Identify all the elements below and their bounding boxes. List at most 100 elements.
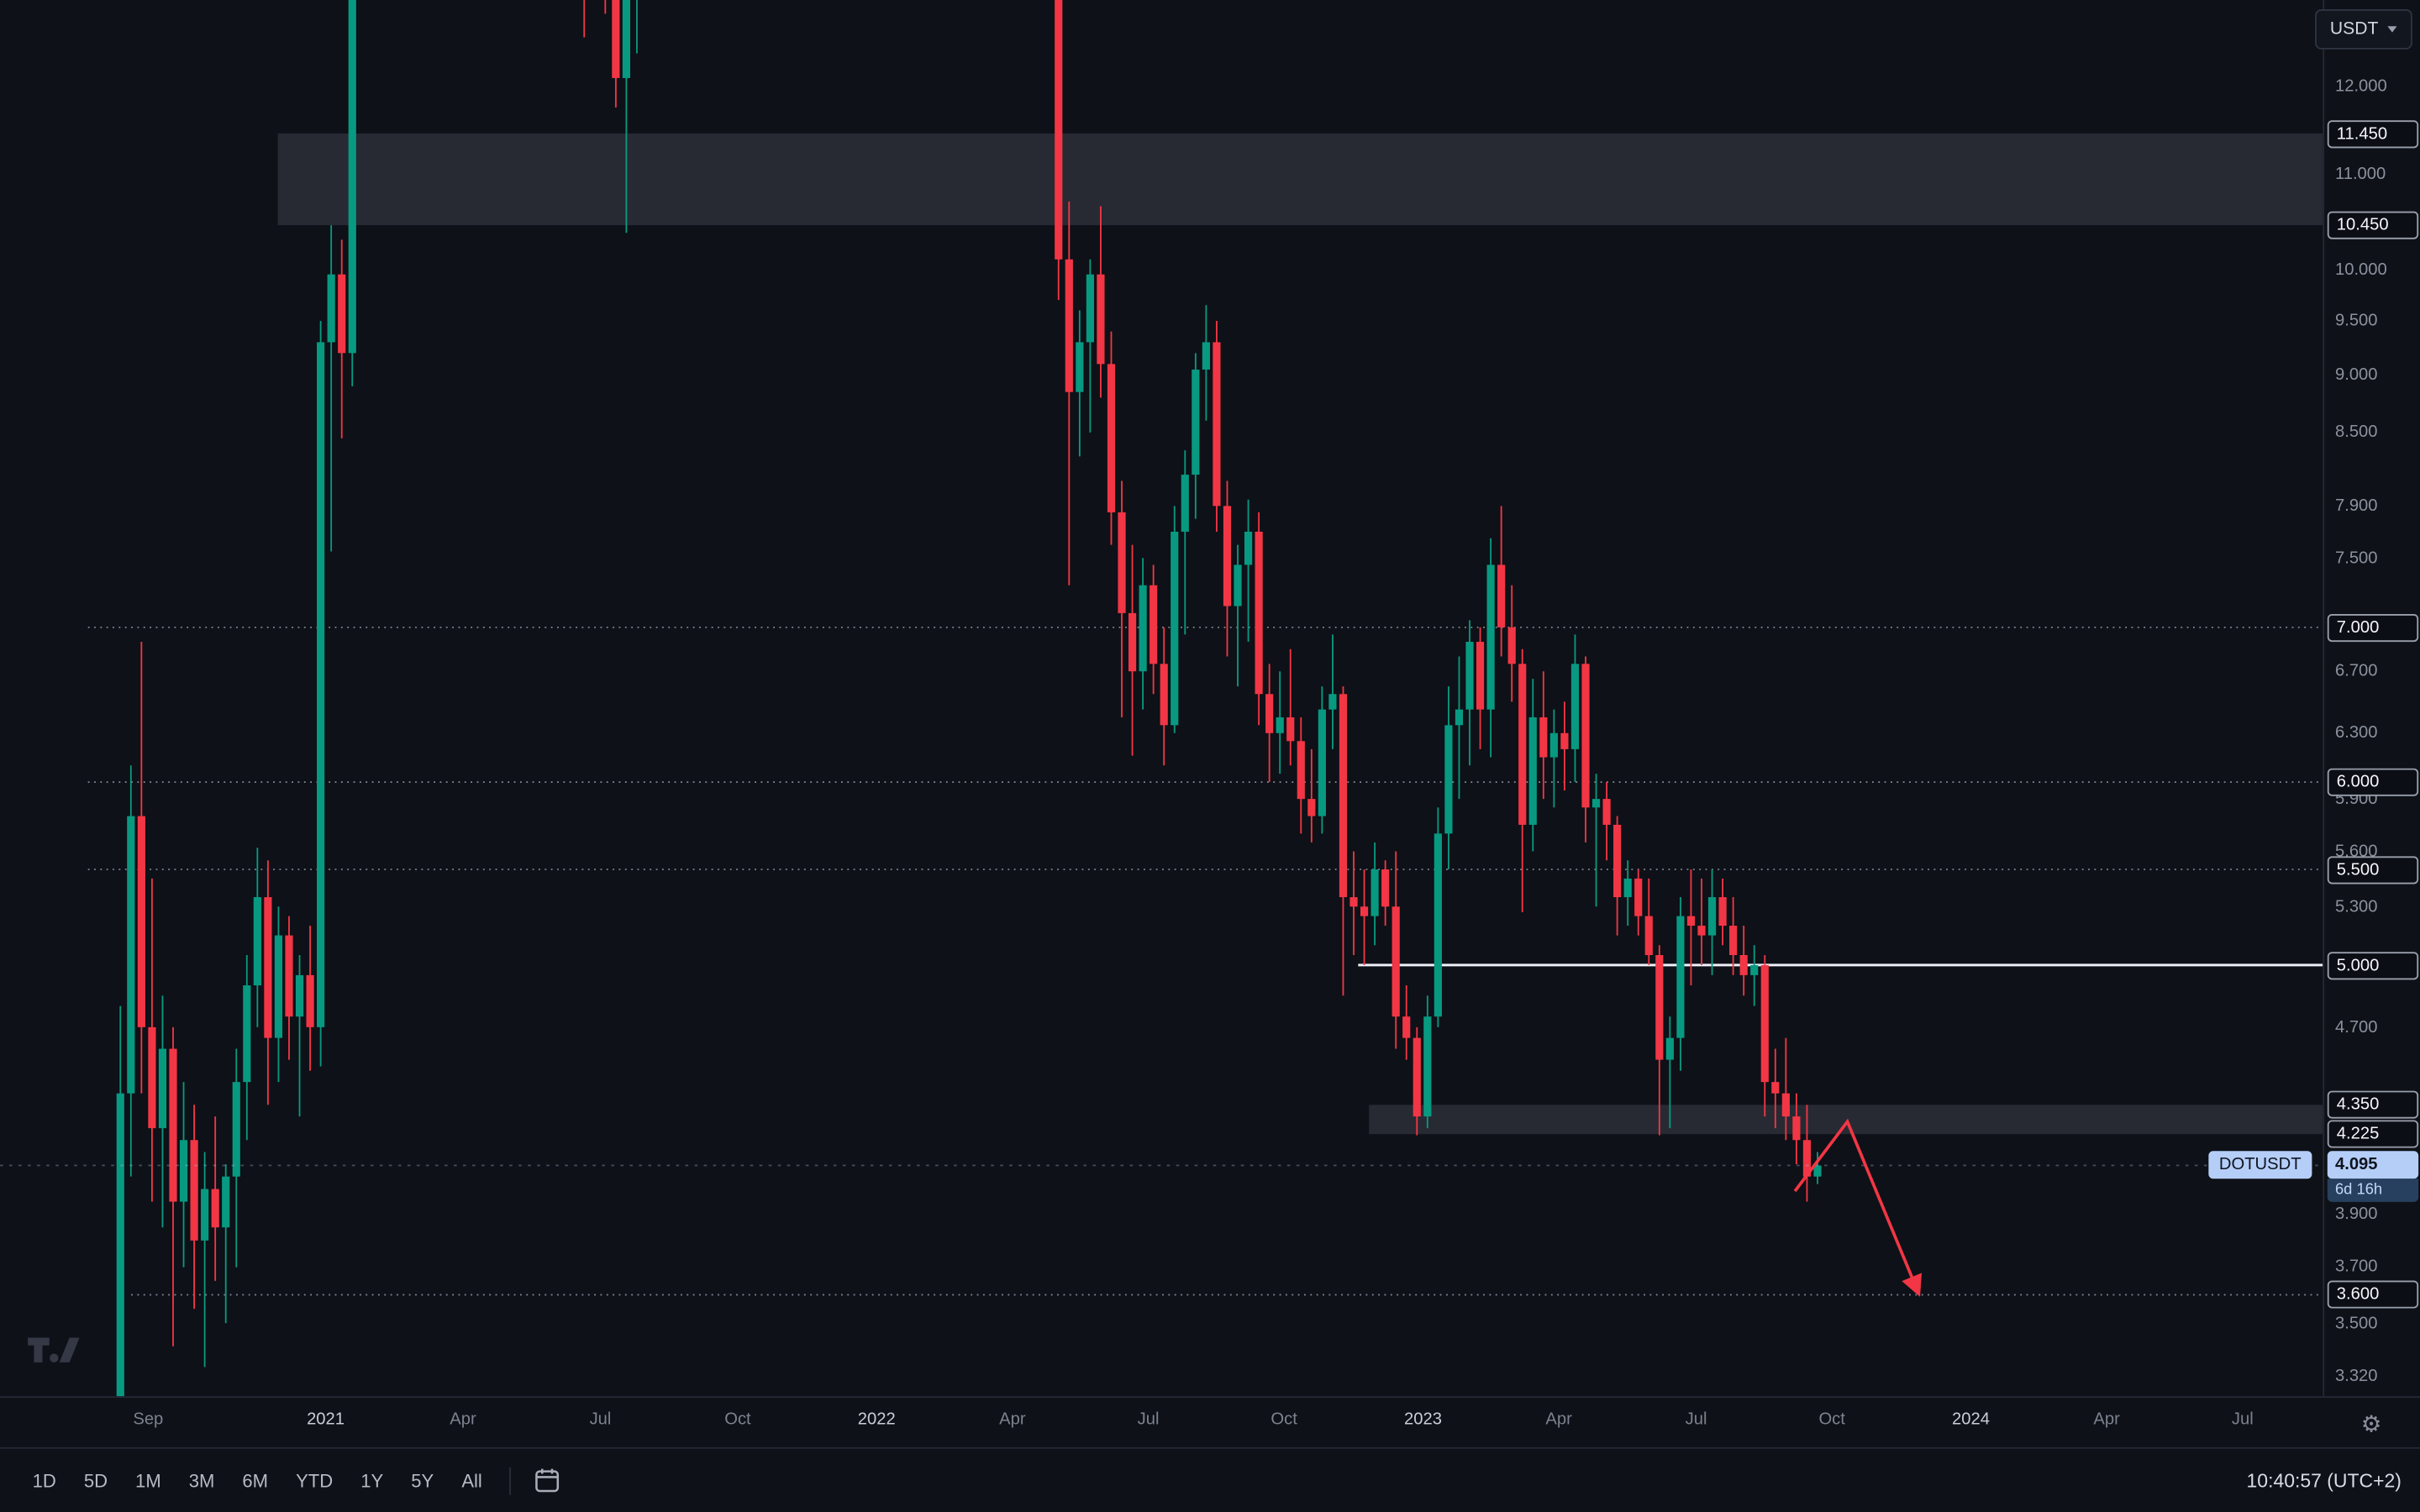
price-level-axis-label: 5.000 [2327, 951, 2419, 979]
range-button-ytd[interactable]: YTD [296, 1469, 334, 1492]
candle-body [1655, 955, 1664, 1060]
tradingview-logo[interactable] [28, 1333, 80, 1375]
range-button-1m[interactable]: 1M [135, 1469, 161, 1492]
price-tick-label: 7.900 [2334, 496, 2378, 516]
candle-body [1792, 1116, 1801, 1141]
candle-body [1255, 531, 1263, 695]
time-axis[interactable]: Sep 2021 Apr Jul Oct 2022 Apr Jul Oct 2023 Apr Jul O… [0, 1398, 2323, 1449]
price-tick-label: 3.900 [2334, 1205, 2378, 1224]
candle-body [1307, 799, 1316, 816]
time-tick-month: Oct [1270, 1410, 1297, 1429]
candle-body [1507, 627, 1516, 664]
candle-body [295, 974, 304, 1017]
candle-body [253, 897, 261, 986]
range-button-6m[interactable]: 6M [242, 1469, 269, 1492]
settings-gear-icon[interactable]: ⚙ [2360, 1410, 2382, 1437]
go-to-date-icon[interactable] [525, 1464, 570, 1497]
supply-demand-zone [277, 133, 2323, 226]
candle-body [1644, 916, 1653, 956]
candle-body [1528, 717, 1537, 825]
candle-body [1549, 732, 1558, 758]
candle-body [1539, 717, 1548, 758]
candle-body [317, 342, 325, 1027]
range-button-5d[interactable]: 5D [83, 1469, 108, 1492]
candle-body [1192, 369, 1200, 475]
candle-body [1781, 1093, 1790, 1117]
currency-toggle-label: USDT [2329, 19, 2379, 39]
price-tick-label: 4.700 [2334, 1017, 2378, 1037]
range-button-1d[interactable]: 1D [32, 1469, 56, 1492]
range-button-all[interactable]: All [461, 1469, 482, 1492]
toolbar-divider [509, 1466, 512, 1494]
candle-body [1434, 833, 1442, 1017]
candle-body [264, 897, 272, 1038]
candle-body [1076, 342, 1084, 392]
price-tick-label: 12.000 [2334, 76, 2387, 96]
range-button-1y[interactable]: 1Y [360, 1469, 384, 1492]
time-tick-month: Apr [2093, 1410, 2120, 1429]
candle-body [1465, 642, 1474, 710]
candle-body [1444, 725, 1453, 834]
price-level-axis-label: 3.600 [2327, 1280, 2419, 1309]
time-tick-month: Sep [133, 1410, 164, 1429]
candle-body [179, 1140, 188, 1202]
candle-body [1402, 1016, 1411, 1038]
candle-body [1128, 612, 1137, 672]
candle-body [1370, 869, 1379, 916]
time-tick-month: Jul [1685, 1410, 1707, 1429]
candle-body [1455, 709, 1464, 726]
candle-body [1276, 717, 1284, 733]
price-tick-label: 8.500 [2334, 423, 2378, 442]
price-level-axis-label: 4.350 [2327, 1090, 2419, 1119]
price-tick-label: 5.300 [2334, 897, 2378, 916]
candle-body [285, 935, 293, 1017]
candle-body [1349, 897, 1358, 907]
candle-body [1591, 799, 1601, 808]
candle-body [137, 816, 145, 1027]
chart-pane[interactable]: DOTUSDT [0, 0, 2323, 1397]
candle-body [243, 985, 251, 1083]
price-level-axis-label: 10.450 [2327, 211, 2419, 239]
range-button-5y[interactable]: 5Y [411, 1469, 434, 1492]
time-tick-year: 2021 [307, 1410, 345, 1429]
candle-body [1707, 897, 1717, 936]
candle-body [1150, 585, 1158, 664]
price-tick-label: 6.300 [2334, 723, 2378, 743]
candle-body [148, 1026, 156, 1129]
candle-body [1392, 906, 1400, 1017]
candle-body [190, 1140, 198, 1241]
price-level-axis-label: 11.450 [2327, 119, 2419, 148]
candle-body [1328, 694, 1337, 710]
current-price-label: 4.095 [2327, 1151, 2419, 1179]
candle-body [1613, 824, 1622, 898]
candle-body [1086, 274, 1094, 343]
clock[interactable]: 10:40:57 (UTC+2) [2246, 1469, 2402, 1492]
candle-body [1750, 964, 1759, 975]
candle-body [622, 0, 631, 78]
candle-body [127, 816, 135, 1094]
candle-body [348, 0, 356, 354]
chart-canvas[interactable] [0, 0, 2323, 1397]
price-level-axis-label: 4.225 [2327, 1120, 2419, 1148]
candle-body [1570, 664, 1580, 749]
price-tick-label: 9.000 [2334, 365, 2378, 385]
candle-body [1581, 664, 1590, 808]
price-axis[interactable]: 4.095 6d 16h 12.000 11.000 10.000 9.500 9.00… [2323, 0, 2420, 1397]
candle-body [1518, 664, 1527, 825]
candle-body [327, 274, 335, 343]
currency-toggle-button[interactable]: USDT [2314, 9, 2412, 50]
candle-body [274, 935, 283, 1038]
candle-body [1634, 878, 1643, 916]
price-tick-label: 9.500 [2334, 311, 2378, 330]
candle-body [1739, 955, 1748, 975]
candle-body [1318, 709, 1326, 816]
candle-body [1676, 916, 1685, 1038]
candle-body [1339, 694, 1348, 898]
price-level-axis-label: 5.500 [2327, 855, 2419, 884]
candle-body [1729, 926, 1738, 956]
candle-body [116, 1093, 124, 1397]
chevron-down-icon [2387, 26, 2397, 33]
range-button-3m[interactable]: 3M [188, 1469, 215, 1492]
candle-body [1234, 564, 1242, 606]
